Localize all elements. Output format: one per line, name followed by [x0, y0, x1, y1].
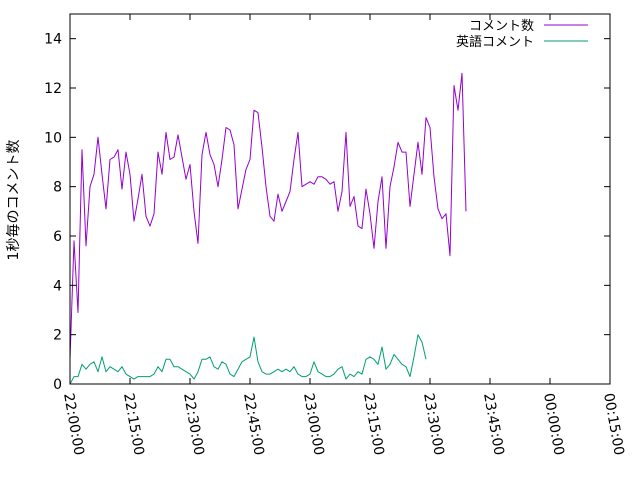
y-tick-label: 0 [53, 377, 62, 393]
x-tick-label: 22:15:00 [120, 392, 147, 457]
legend-label-english-comments: 英語コメント [456, 34, 534, 50]
y-tick-label: 8 [53, 180, 62, 196]
x-tick-label: 23:00:00 [300, 392, 327, 457]
y-tick-label: 2 [53, 328, 62, 344]
x-tick-label: 23:30:00 [420, 392, 447, 457]
axes: 0 2 4 6 8 10 12 14 22:00:00 22:15:00 22:30:00 22:45… [44, 13, 627, 457]
x-tick-label: 22:45:00 [240, 392, 267, 457]
x-tick-label: 00:00:00 [540, 392, 567, 457]
x-tick-label: 22:00:00 [60, 392, 87, 457]
series-line-0 [69, 72, 467, 360]
y-tick-label: 10 [44, 130, 62, 146]
legend-label-comments: コメント数 [469, 19, 534, 34]
y-tick-label: 4 [53, 278, 62, 294]
x-tick-label: 23:45:00 [480, 392, 507, 457]
y-tick-label: 14 [44, 32, 62, 48]
legend: コメント数 英語コメント [456, 19, 588, 50]
x-tick-label: 22:30:00 [180, 392, 207, 457]
x-tick-label: 23:15:00 [360, 392, 387, 457]
x-tick-label: 00:15:00 [600, 392, 627, 457]
y-tick-label: 6 [53, 229, 62, 245]
plot-area [69, 72, 467, 385]
plot-frame [69, 13, 611, 385]
series-line-1 [69, 334, 427, 385]
y-axis-title: 1秒毎のコメント数 [6, 140, 22, 261]
y-tick-label: 12 [44, 81, 62, 97]
